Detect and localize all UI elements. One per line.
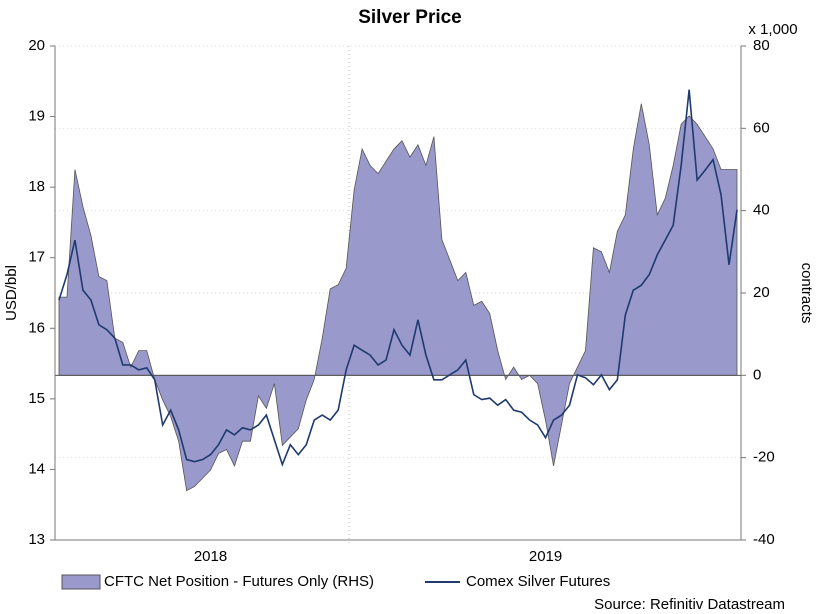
y2-tick-label: 80 — [753, 37, 770, 54]
y2-axis-label: contracts — [798, 263, 815, 324]
y-tick-label: 13 — [28, 531, 45, 548]
y-tick-label: 19 — [28, 108, 45, 125]
y-tick-label: 14 — [28, 460, 45, 477]
y-tick-label: 20 — [28, 37, 45, 54]
line — [58, 89, 738, 467]
y2-multiplier: x 1,000 — [748, 21, 797, 38]
y-tick-label: 16 — [28, 319, 45, 336]
legend-label: Comex Silver Futures — [466, 573, 610, 590]
x-tick-label: 2019 — [529, 548, 562, 565]
legend-label: CFTC Net Position - Futures Only (RHS) — [104, 573, 374, 590]
plot-area — [55, 45, 741, 541]
legend-swatch-area — [61, 574, 101, 590]
y-tick-label: 17 — [28, 249, 45, 266]
y2-tick-label: 40 — [753, 202, 770, 219]
y2-tick-label: 20 — [753, 284, 770, 301]
y2-tick-label: 0 — [753, 366, 761, 383]
x-tick-label: 2018 — [194, 548, 227, 565]
area — [58, 103, 738, 492]
source: Source: Refinitiv Datastream — [594, 596, 785, 613]
y-tick-label: 15 — [28, 390, 45, 407]
y2-tick-label: -40 — [753, 531, 775, 548]
y2-tick-label: -20 — [753, 449, 775, 466]
chart-title: Silver Price — [358, 7, 462, 28]
y-tick-label: 18 — [28, 178, 45, 195]
y2-tick-label: 60 — [753, 119, 770, 136]
y-axis-label: USD/bbl — [3, 265, 20, 321]
